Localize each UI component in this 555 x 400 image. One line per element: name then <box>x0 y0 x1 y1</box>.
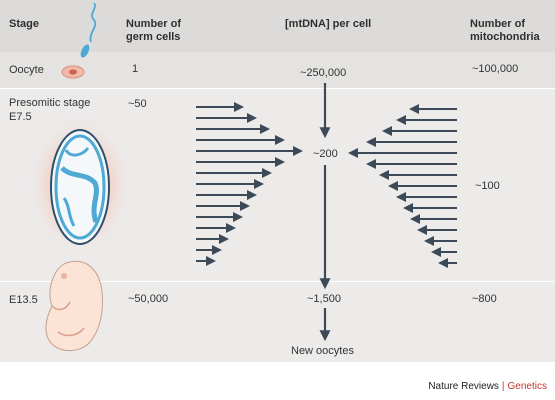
header-germ-cells: Number of germ cells <box>126 18 181 43</box>
credit-divider: | <box>501 381 505 392</box>
header-band <box>0 0 555 52</box>
header-mtdna-per-cell: [mtDNA] per cell <box>285 18 372 30</box>
mitochondria-oocyte: ~100,000 <box>472 63 519 75</box>
new-oocytes-label: New oocytes <box>291 345 354 357</box>
germ-cells-oocyte: 1 <box>132 63 139 75</box>
sperm-icon <box>80 2 97 58</box>
stage-presomitic: Presomitic stage E7.5 <box>9 97 91 123</box>
journal-name: Nature Reviews <box>428 381 499 392</box>
left-arrow-group <box>196 102 303 266</box>
row-separator <box>0 281 555 282</box>
stage-e13-5: E13.5 <box>9 294 38 306</box>
mtdna-oocyte: ~250,000 <box>300 67 347 79</box>
mitochondria-presomitic: ~100 <box>475 180 500 192</box>
germ-cells-presomitic: ~50 <box>128 98 147 110</box>
mitochondria-e13-5: ~800 <box>472 293 497 305</box>
embryo-e7-5-icon <box>25 113 135 257</box>
header-mitochondria: Number of mitochondria <box>470 18 540 43</box>
mtdna-e13-5: ~1,500 <box>307 293 341 305</box>
header-stage: Stage <box>9 18 39 30</box>
right-arrow-group <box>348 104 457 268</box>
journal-section: Genetics <box>507 381 547 392</box>
germ-cells-e13-5: ~50,000 <box>128 293 169 305</box>
oocyte-icon <box>61 65 85 79</box>
journal-credit: Nature Reviews | Genetics <box>428 381 547 392</box>
stage-oocyte: Oocyte <box>9 64 44 76</box>
mtdna-presomitic: ~200 <box>313 148 338 160</box>
oocyte-row-band <box>0 52 555 88</box>
row-separator <box>0 88 555 89</box>
embryo-e13-5-icon <box>45 260 103 351</box>
